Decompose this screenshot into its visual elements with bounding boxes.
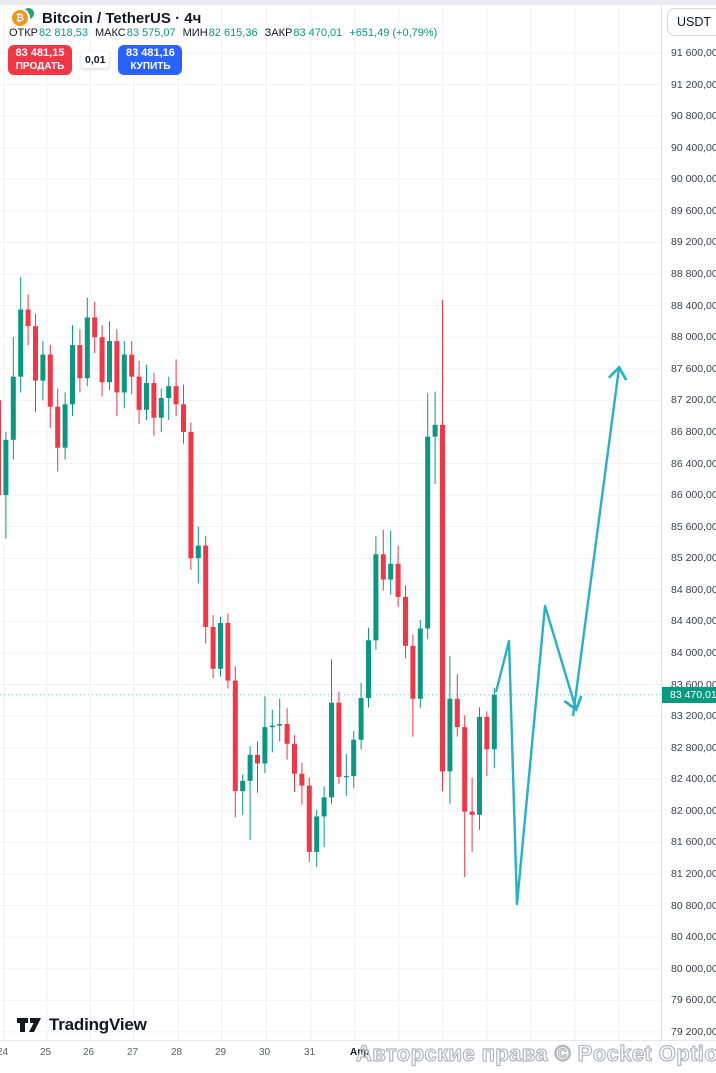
time-axis-label: 25 [40,1047,52,1058]
price-axis-label: 91 200,00 [671,78,716,91]
price-axis-label: 89 600,00 [671,204,716,217]
price-axis[interactable]: USDT 91 600,00 91 200,00 90 800,00 90 400,0… [661,0,716,1040]
spread-value: 0,01 [81,52,110,68]
price-axis-label: 90 800,00 [671,110,716,123]
price-axis-label: 80 000,00 [671,962,716,975]
close-label: ЗАКР [264,27,293,39]
top-strip [0,0,716,5]
buy-price: 83 481,16 [125,47,175,60]
sell-label: ПРОДАТЬ [15,60,65,72]
copyright-watermark: Авторские права © Pocket Option [355,1040,716,1066]
price-axis-label: 84 400,00 [671,615,716,628]
price-axis-label: 81 600,00 [671,836,716,849]
low-value: 82 615,36 [208,27,258,39]
price-axis-label: 80 400,00 [671,931,716,944]
tradingview-logo-text: TradingView [49,1015,147,1034]
price-axis-label: 87 600,00 [671,362,716,375]
price-axis-label: 80 800,00 [671,899,716,912]
time-axis-label: 28 [171,1047,183,1058]
currency-dropdown[interactable]: USDT [667,8,716,36]
price-axis-label: 85 600,00 [671,520,716,533]
price-axis-label: 88 000,00 [671,331,716,344]
time-axis-label: 29 [215,1047,227,1058]
buy-label: КУПИТЬ [130,60,171,72]
time-axis-label: 24 [0,1047,9,1058]
tradingview-logo[interactable]: TradingView [16,1015,147,1035]
buy-button[interactable]: 83 481,16 КУПИТЬ [118,45,183,75]
high-label: МАКС [94,27,126,39]
tradingview-logo-icon [17,1018,41,1032]
price-axis-label: 90 000,00 [671,173,716,186]
bitcoin-logo-icon: ₿ [10,8,30,28]
price-axis-label: 82 800,00 [671,741,716,754]
price-axis-label: 79 200,00 [671,1025,716,1038]
btc-usdt-pair-icon: ₿ [10,8,34,28]
sell-button[interactable]: 83 481,15 ПРОДАТЬ [8,45,72,75]
symbol-header[interactable]: ₿ Bitcoin / TetherUS · 4ч [10,8,201,28]
open-label: ОТКР [9,27,39,39]
time-axis[interactable]: 24 25 26 27 28 29 30 31 Апр [0,1040,716,1073]
price-axis-label: 85 200,00 [671,552,716,565]
time-axis-label: 27 [127,1047,139,1058]
low-label: МИН [182,27,208,39]
current-price-tag: 83 470,01 [662,686,716,703]
trade-buttons-row: 83 481,15 ПРОДАТЬ 0,01 83 481,16 КУПИТЬ [8,45,183,75]
price-axis-label: 82 400,00 [671,773,716,786]
high-value: 83 575,07 [126,27,176,39]
price-axis-label: 88 800,00 [671,268,716,281]
price-axis-label: 86 000,00 [671,489,716,502]
price-axis-label: 86 800,00 [671,425,716,438]
time-axis-label: Апр [350,1047,370,1058]
time-axis-label: 30 [259,1047,271,1058]
price-axis-label: 87 200,00 [671,394,716,407]
price-axis-label: 90 400,00 [671,141,716,154]
price-axis-label: 84 000,00 [671,646,716,659]
change-value: +651,49 (+0,79%) [349,27,438,39]
price-axis-label: 82 000,00 [671,804,716,817]
open-value: 82 818,53 [39,27,88,39]
price-axis-label: 89 200,00 [671,236,716,249]
ohlc-row: ОТКР 82 818,53 МАКС 83 575,07 МИН 82 615… [9,27,437,39]
price-axis-label: 86 400,00 [671,457,716,470]
close-value: 83 470,01 [293,27,343,39]
candlestick-chart[interactable] [0,0,661,1040]
price-axis-label: 79 600,00 [671,994,716,1007]
currency-label: USDT [677,15,712,29]
symbol-title[interactable]: Bitcoin / TetherUS · 4ч [42,9,202,27]
price-axis-label: 81 200,00 [671,868,716,880]
price-axis-label: 91 600,00 [671,47,716,59]
time-axis-label: 26 [83,1047,95,1058]
price-axis-label: 84 800,00 [671,583,716,596]
price-axis-label: 83 200,00 [671,710,716,723]
sell-price: 83 481,15 [15,47,65,60]
price-axis-label: 88 400,00 [671,299,716,312]
time-axis-label: 31 [304,1047,316,1058]
